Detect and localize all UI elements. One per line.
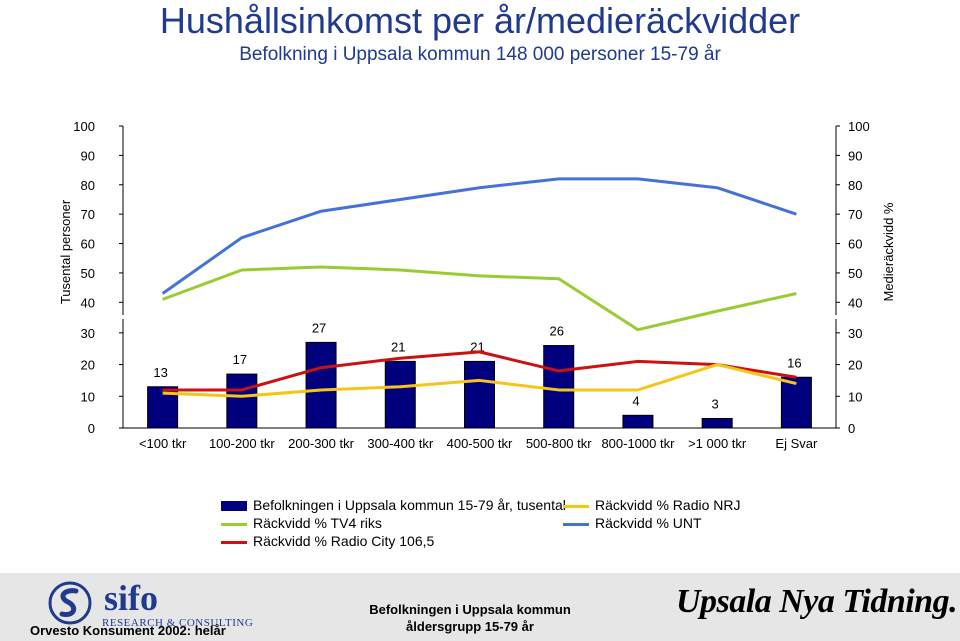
bar: [701, 417, 733, 429]
y-tick-label-left: 0: [88, 421, 95, 436]
legend-label: Räckvidd % TV4 riks: [253, 515, 382, 531]
x-tick-label: 200-300 tkr: [288, 436, 354, 451]
sifo-wordmark: sifo: [104, 578, 158, 618]
y-tick-label-right: 0: [848, 421, 855, 436]
series-line: [162, 363, 797, 398]
bar: [464, 360, 495, 429]
bar: [384, 360, 416, 429]
y-tick-label-left: 70: [81, 207, 95, 222]
chart-title: Hushållsinkomst per år/medieräckvidder: [159, 0, 801, 41]
y-tick-label-left: 50: [81, 266, 95, 281]
legend-item-radio-city: Räckvidd % Radio City 106,5: [221, 533, 434, 549]
bar-value-label: 27: [312, 320, 326, 335]
bar-value-label: 16: [787, 355, 801, 370]
chart-subtitle: Befolkning i Uppsala kommun 148 000 pers…: [239, 44, 721, 65]
unt-logo: Upsala Nya Tidning.: [676, 583, 958, 620]
legend-label: Räckvidd % UNT: [595, 515, 702, 531]
y-tick-label-left: 30: [81, 326, 95, 341]
y-tick-label-left: 60: [81, 237, 95, 252]
y-tick-label-right: 40: [848, 295, 862, 310]
y-tick-label-right: 10: [848, 389, 862, 404]
footer-caption-line2: åldersgrupp 15-79 år: [406, 619, 534, 634]
y-tick-label-left: 20: [81, 358, 95, 373]
y-tick-label-right: 20: [848, 358, 862, 373]
y-tick-label-right: 80: [848, 178, 862, 193]
y-tick-label-right: 30: [848, 326, 862, 341]
y-tick-label-right: 100: [848, 119, 870, 134]
series-line: [161, 177, 797, 295]
bar: [305, 341, 337, 429]
x-tick-label: 500-800 tkr: [526, 436, 592, 451]
axis-break-right: [832, 315, 840, 319]
footer-bar: sifo RESEARCH & CONSULTING Orvesto Konsu…: [0, 573, 960, 641]
y-tick-label-right: 60: [848, 237, 862, 252]
y-tick-label-right: 90: [848, 148, 862, 163]
legend-swatch-line: [221, 522, 247, 526]
sifo-logo: sifo RESEARCH & CONSULTING: [46, 578, 266, 639]
bar-value-label: 3: [712, 396, 719, 411]
x-tick-label: 400-500 tkr: [447, 436, 513, 451]
legend-swatch-line: [563, 522, 589, 526]
bar-value-label: 21: [470, 339, 484, 354]
bar-value-label: 21: [391, 339, 405, 354]
bar-value-label: 26: [549, 324, 563, 339]
y-tick-label-left: 90: [81, 148, 95, 163]
x-tick-label: >1 000 tkr: [688, 436, 747, 451]
bar: [226, 373, 258, 429]
legend-label: Befolkningen i Uppsala kommun 15-79 år, …: [253, 497, 566, 513]
bar-value-label: 13: [153, 365, 167, 380]
footer-source: Orvesto Konsument 2002: helår: [30, 623, 226, 638]
x-tick-label: 800-1000 tkr: [601, 436, 675, 451]
legend-item-unt: Räckvidd % UNT: [563, 515, 702, 531]
x-tick-label: Ej Svar: [775, 436, 818, 451]
legend-label: Räckvidd % Radio City 106,5: [253, 533, 435, 549]
bar: [780, 376, 812, 429]
x-tick-label: <100 tkr: [139, 436, 187, 451]
x-tick-label: 100-200 tkr: [209, 436, 275, 451]
legend-swatch-bar: [221, 501, 247, 512]
bar-value-label: 4: [632, 393, 639, 408]
y-tick-label-left: 40: [81, 295, 95, 310]
series-line: [162, 265, 797, 332]
legend-item-tv4: Räckvidd % TV4 riks: [221, 515, 382, 531]
sifo-emblem-icon: [48, 581, 92, 625]
y-axis-title-right: Medieräckvidd %: [881, 202, 896, 301]
bar: [622, 414, 654, 429]
bar-value-label: 17: [233, 352, 247, 367]
y-tick-label-left: 80: [81, 178, 95, 193]
y-tick-label-right: 50: [848, 266, 862, 281]
legend-swatch-line: [221, 540, 247, 544]
chart-area: 0 0 10 10 20 20 30 30 40 40 50 50 60 60 70 70 80 80 90 90 10…: [58, 119, 896, 451]
footer-caption-line1: Befolkningen i Uppsala kommun: [369, 602, 571, 617]
axis-break-left: [119, 315, 127, 319]
legend-item-nrj: Räckvidd % Radio NRJ: [563, 497, 741, 513]
y-axis-title-left: Tusental personer: [58, 199, 73, 304]
y-tick-label-left: 100: [73, 119, 95, 134]
bar: [543, 345, 575, 429]
footer-caption: Befolkningen i Uppsala kommun åldersgrup…: [360, 601, 580, 635]
y-tick-label-left: 10: [81, 389, 95, 404]
y-tick-label-right: 70: [848, 207, 862, 222]
sifo-tagline: RESEARCH & CONSULTING: [102, 617, 254, 629]
series-line: [162, 350, 797, 392]
legend-item-population: Befolkningen i Uppsala kommun 15-79 år, …: [221, 497, 566, 513]
legend-label: Räckvidd % Radio NRJ: [595, 497, 741, 513]
x-tick-label: 300-400 tkr: [367, 436, 433, 451]
legend-swatch-line: [563, 504, 589, 508]
